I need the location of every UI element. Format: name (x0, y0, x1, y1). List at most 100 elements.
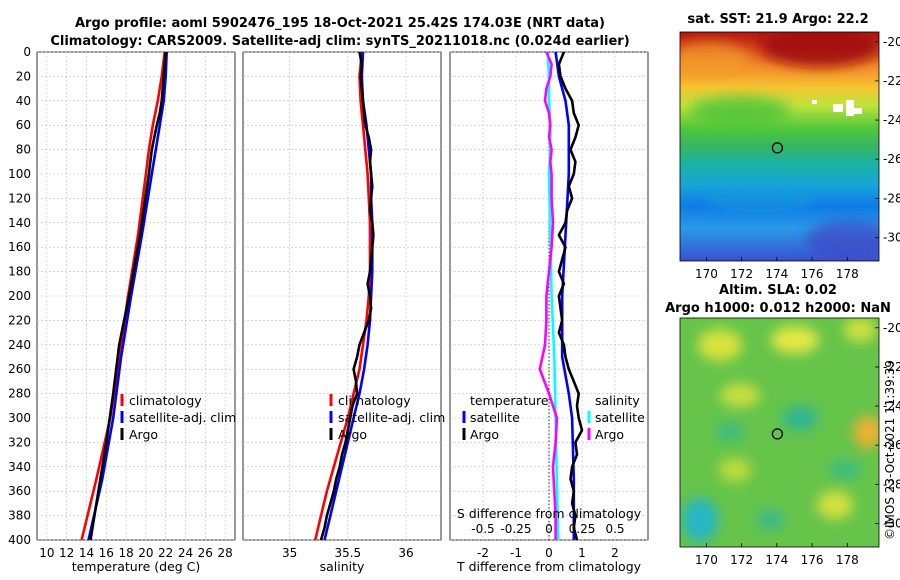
x-tick-label: 16 (99, 546, 114, 560)
sla-high-patch (817, 491, 853, 519)
sst-gap (812, 100, 817, 104)
argo-position-marker (771, 142, 784, 154)
map-x-tick-label: 174 (765, 267, 788, 281)
sst-map-frame (679, 31, 880, 262)
legend-label-satellite: satellite-adj. clim (338, 410, 445, 425)
map-y-tick-label: -30 (883, 517, 900, 531)
x-tick-label: 20 (138, 546, 153, 560)
sla-high-patch (698, 329, 742, 361)
difference-legend: temperature salinity satellite Argo sate… (462, 393, 645, 442)
legend-label-t-satellite: satellite (470, 410, 520, 425)
s-tick-label: -0.25 (500, 522, 531, 536)
series-t-satellite (554, 51, 576, 540)
map-y-tick-label: -26 (883, 152, 900, 166)
depth-tick-label: 380 (8, 509, 31, 523)
s-tick-label: 0.5 (605, 522, 624, 536)
depth-tick-label: 80 (16, 143, 31, 157)
depth-tick-label: 40 (16, 94, 31, 108)
x-tick-label: 24 (178, 546, 193, 560)
title-line-2: Climatology: CARS2009. Satellite-adj cli… (50, 34, 629, 49)
sst-gap (833, 104, 843, 112)
sla-low-patch (829, 460, 861, 480)
s-tick-label: -0.5 (471, 522, 494, 536)
series-argo (319, 51, 375, 541)
depth-tick-label: 200 (8, 289, 31, 303)
legend-label-climatology: climatology (129, 393, 202, 408)
sst-gap (846, 100, 854, 116)
depth-tick-label: 140 (8, 216, 31, 230)
difference-xlabel: T difference from climatology (456, 559, 642, 574)
map-x-tick-label: 172 (730, 553, 753, 567)
map-y-tick-label: -26 (883, 438, 900, 452)
depth-tick-label: 240 (8, 338, 31, 352)
map-x-tick-label: 176 (801, 267, 824, 281)
sla-low-patch (756, 510, 784, 530)
x-tick-label: 18 (118, 546, 133, 560)
series-argo (89, 51, 167, 541)
argo-position-marker (771, 428, 784, 440)
legend-label-t-argo: Argo (470, 427, 499, 442)
depth-tick-label: 300 (8, 411, 31, 425)
x-tick-label: 28 (217, 546, 232, 560)
x-tick-label: -2 (477, 546, 489, 560)
s-difference-label: S difference from climatology (457, 506, 642, 521)
legend-title-temperature: temperature (470, 393, 549, 408)
sla-map-frame (679, 317, 880, 548)
x-tick-label: 35.5 (334, 546, 361, 560)
depth-tick-label: 220 (8, 313, 31, 327)
map-y-tick-label: -28 (883, 477, 900, 491)
map-y-tick-label: -28 (883, 191, 900, 205)
sst-green-patch (690, 96, 790, 124)
x-tick-label: 1 (578, 546, 586, 560)
depth-tick-label: 360 (8, 484, 31, 498)
sst-warm-patch (680, 42, 750, 78)
s-tick-label: 0 (545, 522, 553, 536)
map-y-tick-label: -24 (883, 399, 900, 413)
map-y-tick-label: -20 (883, 321, 900, 335)
depth-tick-label: 20 (16, 69, 31, 83)
depth-tick-label: 400 (8, 533, 31, 547)
copyright: ©IMOS 23-Oct-2021 11:39:39 (883, 360, 897, 540)
series-t-argo (557, 51, 584, 541)
depth-tick-label: 60 (16, 118, 31, 132)
map-y-tick-label: -22 (883, 360, 900, 374)
x-tick-label: 35 (282, 546, 297, 560)
x-tick-label: 0 (545, 546, 553, 560)
sla-low-patch (782, 406, 818, 430)
x-tick-label: 12 (59, 546, 74, 560)
x-tick-label: 2 (611, 546, 619, 560)
sla-low-patch (682, 498, 718, 542)
x-tick-label: 14 (79, 546, 94, 560)
sst-cool-patch (805, 220, 879, 260)
sla-heatmap (680, 318, 879, 547)
x-tick-label: 10 (39, 546, 54, 560)
depth-tick-label: 340 (8, 460, 31, 474)
legend-label-satellite: satellite-adj. clim (129, 410, 236, 425)
sst-heatmap (680, 32, 879, 261)
depth-tick-label: 0 (23, 45, 31, 59)
x-tick-label: 26 (198, 546, 213, 560)
temperature-xlabel: temperature (deg C) (72, 559, 201, 574)
map-x-tick-label: 178 (836, 267, 859, 281)
title-line-1: Argo profile: aoml 5902476_195 18-Oct-20… (75, 16, 605, 31)
x-tick-label: 22 (158, 546, 173, 560)
depth-tick-label: 180 (8, 265, 31, 279)
legend-label-s-satellite: satellite (595, 410, 645, 425)
depth-tick-label: 100 (8, 167, 31, 181)
sst-cool-patch (705, 188, 815, 212)
depth-tick-label: 260 (8, 362, 31, 376)
sst-map-title: sat. SST: 21.9 Argo: 22.2 (687, 12, 868, 27)
series-satellite-adj-clim (87, 51, 168, 541)
depth-tick-label: 280 (8, 387, 31, 401)
map-y-tick-label: -24 (883, 113, 900, 127)
sla-high-patch (720, 383, 760, 407)
series-s-argo (538, 51, 559, 540)
salinity-xlabel: salinity (320, 559, 365, 574)
sst-gap (854, 108, 862, 114)
legend-label-climatology: climatology (338, 393, 411, 408)
map-x-tick-label: 176 (801, 553, 824, 567)
legend-title-salinity: salinity (595, 393, 640, 408)
map-x-tick-label: 178 (836, 553, 859, 567)
legend-label-s-argo: Argo (595, 427, 624, 442)
depth-tick-label: 120 (8, 191, 31, 205)
